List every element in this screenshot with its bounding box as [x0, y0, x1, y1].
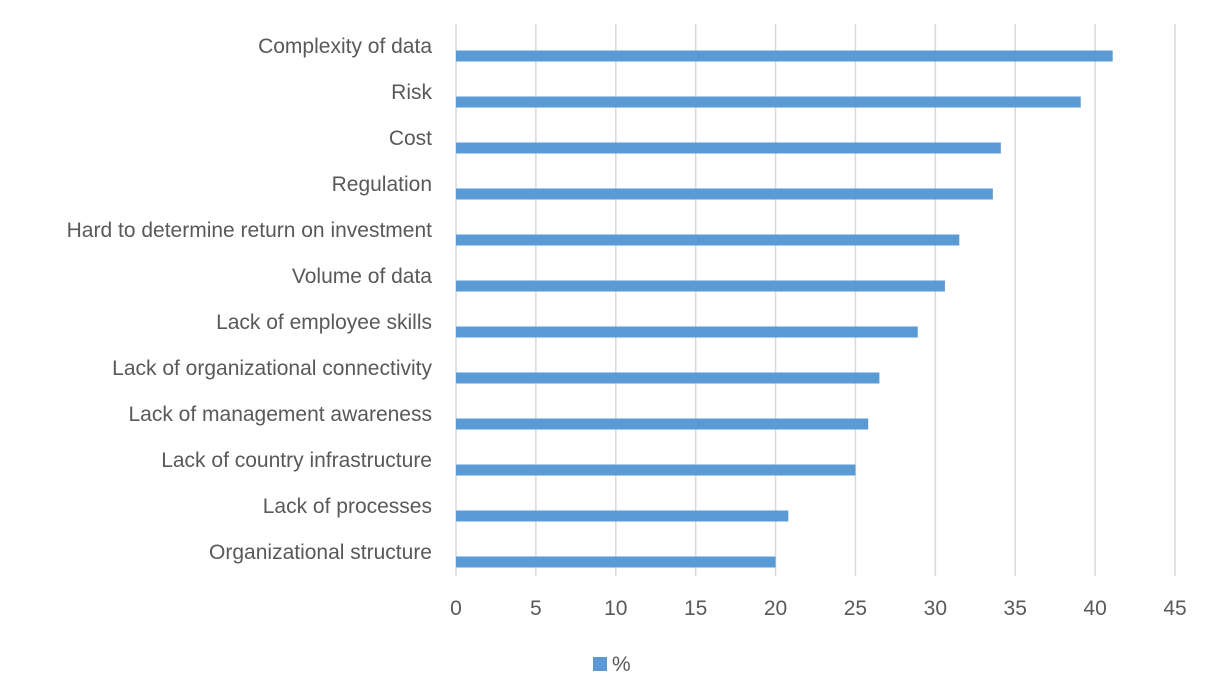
- category-label-3: Cost: [389, 127, 432, 150]
- x-tick-labels: 0 5 10 15 20 25 30 35 40 45: [450, 597, 1187, 620]
- category-label-6: Volume of data: [292, 265, 432, 288]
- bar-4: [456, 188, 993, 200]
- bar-5: [456, 234, 960, 246]
- category-label-4: Regulation: [332, 173, 432, 196]
- bar-11: [456, 510, 789, 522]
- x-tick-label-5: 5: [530, 597, 542, 620]
- bar-3: [456, 142, 1001, 154]
- x-tick-label-30: 30: [924, 597, 947, 620]
- legend: %: [593, 653, 631, 676]
- bar-6: [456, 280, 945, 292]
- category-label-5: Hard to determine return on investment: [67, 219, 433, 242]
- x-tick-label-25: 25: [844, 597, 867, 620]
- x-tick-label-0: 0: [450, 597, 462, 620]
- x-tick-label-20: 20: [764, 597, 787, 620]
- category-label-9: Lack of management awareness: [128, 403, 432, 426]
- bar-10: [456, 464, 856, 476]
- category-label-2: Risk: [391, 81, 432, 104]
- bar-9: [456, 418, 869, 430]
- gridlines: [455, 24, 1176, 576]
- legend-label: %: [612, 653, 631, 676]
- bar-7: [456, 326, 918, 338]
- x-tick-label-35: 35: [1004, 597, 1027, 620]
- bar-8: [456, 372, 880, 384]
- x-tick-label-45: 45: [1163, 597, 1186, 620]
- category-labels: Complexity of data Risk Cost Regulation Hard…: [67, 35, 433, 564]
- category-label-8: Lack of organizational connectivity: [112, 357, 432, 380]
- category-label-1: Complexity of data: [258, 35, 432, 58]
- bar-1: [456, 50, 1113, 62]
- x-tick-label-15: 15: [684, 597, 707, 620]
- category-label-7: Lack of employee skills: [216, 311, 432, 334]
- bar-2: [456, 96, 1081, 108]
- x-tick-label-10: 10: [604, 597, 627, 620]
- category-label-10: Lack of country infrastructure: [161, 449, 432, 472]
- x-tick-label-40: 40: [1083, 597, 1106, 620]
- bar-12: [456, 556, 776, 568]
- legend-swatch: [593, 657, 607, 671]
- bars: [456, 50, 1113, 568]
- category-label-12: Organizational structure: [209, 541, 432, 564]
- category-label-11: Lack of processes: [263, 495, 432, 518]
